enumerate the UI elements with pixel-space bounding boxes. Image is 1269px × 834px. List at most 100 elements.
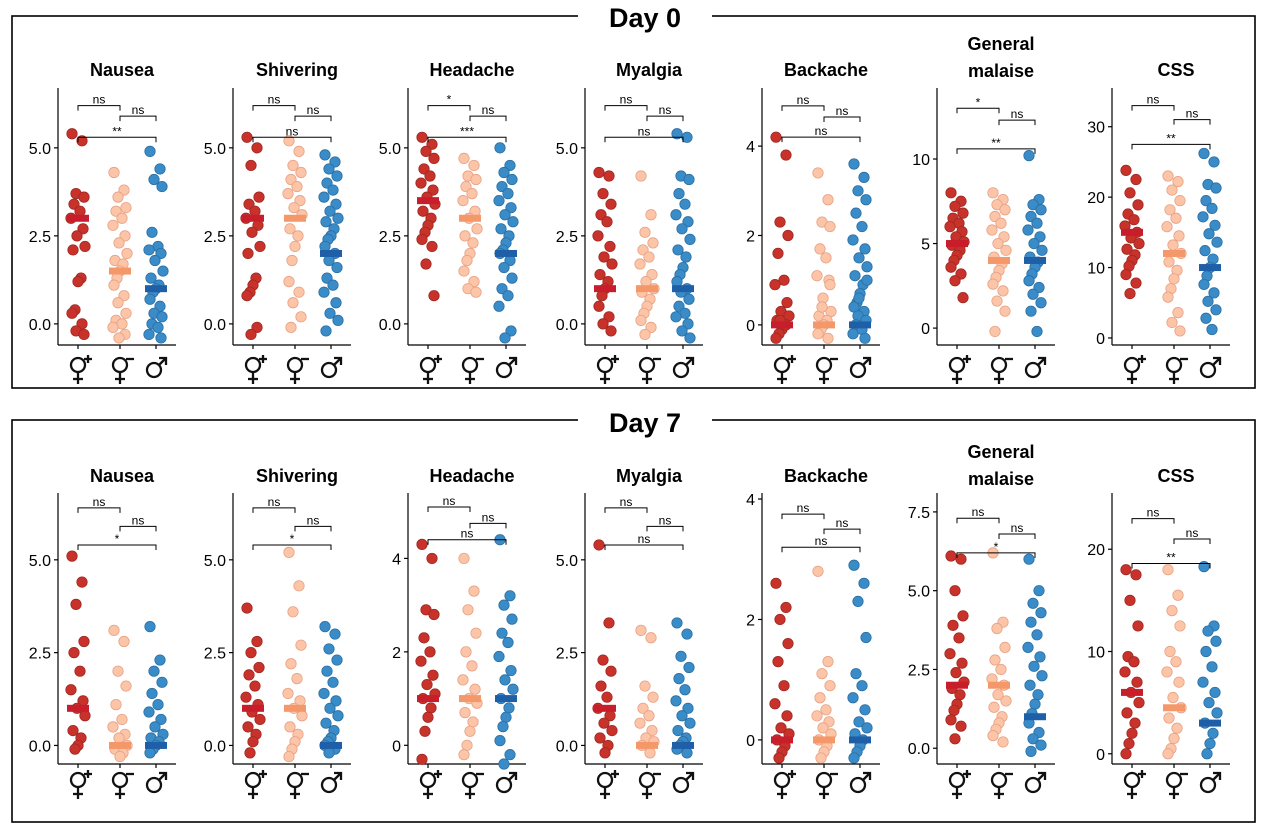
data-point	[293, 145, 305, 157]
data-point	[849, 270, 861, 282]
data-point	[594, 732, 606, 744]
data-point	[847, 234, 859, 246]
data-point	[824, 279, 836, 291]
female-minus-icon	[638, 771, 661, 799]
data-point	[318, 687, 330, 700]
significance-bracket	[427, 105, 471, 111]
y-tick-label: 7.5	[908, 505, 930, 522]
data-point	[683, 173, 695, 186]
data-point	[1162, 170, 1174, 182]
data-point	[820, 252, 832, 264]
data-point	[681, 747, 693, 759]
data-point	[605, 325, 617, 337]
data-point	[1173, 230, 1185, 242]
median-bar	[284, 704, 306, 712]
data-point	[148, 173, 160, 186]
panel-title: Headache	[429, 466, 514, 486]
data-point	[859, 704, 871, 716]
data-point	[121, 247, 133, 260]
data-point	[853, 252, 865, 264]
y-tick-label: 2.5	[556, 229, 578, 246]
y-tick-label: 0	[1096, 331, 1105, 348]
data-point	[1168, 273, 1180, 285]
data-point	[949, 733, 961, 745]
data-point	[415, 655, 427, 667]
data-point	[282, 188, 294, 200]
data-point	[593, 539, 605, 551]
data-point	[332, 710, 344, 722]
data-point	[1027, 733, 1039, 745]
data-point	[948, 704, 960, 717]
data-point	[606, 724, 618, 737]
data-point	[778, 274, 790, 286]
significance-bracket	[823, 528, 861, 535]
data-point	[1166, 605, 1178, 617]
y-tick-label: 5	[921, 237, 930, 254]
data-point	[149, 721, 161, 733]
median-bar	[1199, 719, 1221, 727]
data-point	[670, 209, 682, 221]
data-point	[332, 212, 344, 224]
median-bar	[145, 741, 167, 749]
data-point	[1166, 184, 1178, 196]
data-point	[416, 753, 428, 765]
y-tick-label: 0.0	[556, 317, 578, 334]
data-point	[858, 577, 870, 589]
data-point	[1028, 660, 1040, 672]
significance-bracket	[956, 552, 1036, 558]
data-point	[112, 297, 124, 309]
data-point	[332, 314, 344, 326]
data-point	[419, 725, 431, 737]
day0-panel-0: Nausea 0.0 2.5 5.0 ns ns **	[29, 60, 176, 349]
data-point	[817, 722, 829, 734]
significance-bracket	[604, 507, 648, 513]
data-point	[683, 661, 695, 674]
significance-bracket	[77, 507, 121, 513]
data-point	[120, 202, 132, 214]
data-point	[1119, 666, 1131, 678]
data-point	[320, 325, 332, 337]
median-bar	[284, 214, 306, 222]
significance-label: ns	[797, 93, 810, 107]
data-point	[156, 311, 168, 323]
data-point	[820, 704, 832, 716]
data-point	[1133, 238, 1145, 250]
data-point	[1209, 219, 1221, 231]
data-point	[824, 220, 836, 233]
data-point	[1211, 707, 1223, 719]
data-point	[815, 752, 827, 764]
data-point	[957, 292, 969, 304]
male-icon	[495, 356, 518, 379]
data-point	[1172, 589, 1184, 601]
data-point	[991, 295, 1003, 307]
y-tick-label: 5.0	[204, 141, 226, 158]
data-point	[598, 251, 610, 263]
data-point	[593, 300, 605, 312]
data-point	[770, 131, 782, 143]
day7-title-bg	[578, 406, 712, 436]
data-point	[507, 216, 519, 228]
data-point	[850, 207, 862, 219]
significance-label: ns	[638, 532, 651, 546]
data-point	[1023, 275, 1035, 287]
data-point	[319, 149, 331, 161]
significance-label: ns	[815, 124, 828, 138]
data-point	[997, 285, 1009, 297]
data-point	[957, 610, 969, 622]
data-point	[114, 750, 126, 763]
data-point	[113, 237, 125, 249]
panel-title: Backache	[784, 466, 868, 486]
data-point	[469, 683, 481, 695]
median-bar	[1121, 688, 1143, 696]
data-point	[494, 142, 506, 154]
data-point	[464, 725, 476, 737]
significance-bracket	[781, 136, 861, 143]
data-point	[331, 261, 343, 274]
y-tick-label: 0	[392, 738, 401, 755]
data-point	[282, 687, 294, 700]
data-point	[676, 325, 688, 337]
data-point	[295, 311, 307, 323]
y-tick-label: 20	[1087, 190, 1105, 207]
data-point	[246, 226, 258, 238]
